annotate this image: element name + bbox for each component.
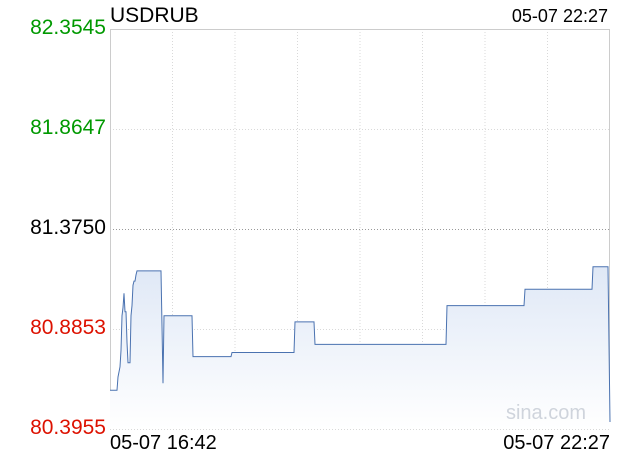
y-tick-label: 81.8647 bbox=[30, 116, 106, 139]
x-tick-label: 05-07 22:27 bbox=[503, 432, 610, 454]
y-tick-label: 80.8853 bbox=[30, 315, 106, 339]
y-tick-label: 80.3955 bbox=[30, 416, 106, 439]
y-tick-label: 82.3545 bbox=[30, 16, 106, 39]
series-area bbox=[110, 266, 610, 429]
chart-timestamp: 05-07 22:27 bbox=[511, 6, 608, 26]
watermark: sina.com bbox=[505, 402, 586, 424]
chart-title: USDRUB bbox=[110, 4, 199, 27]
series-line bbox=[110, 266, 611, 423]
y-tick-label: 81.3750 bbox=[30, 216, 106, 239]
x-tick-label: 05-07 16:42 bbox=[110, 432, 217, 454]
